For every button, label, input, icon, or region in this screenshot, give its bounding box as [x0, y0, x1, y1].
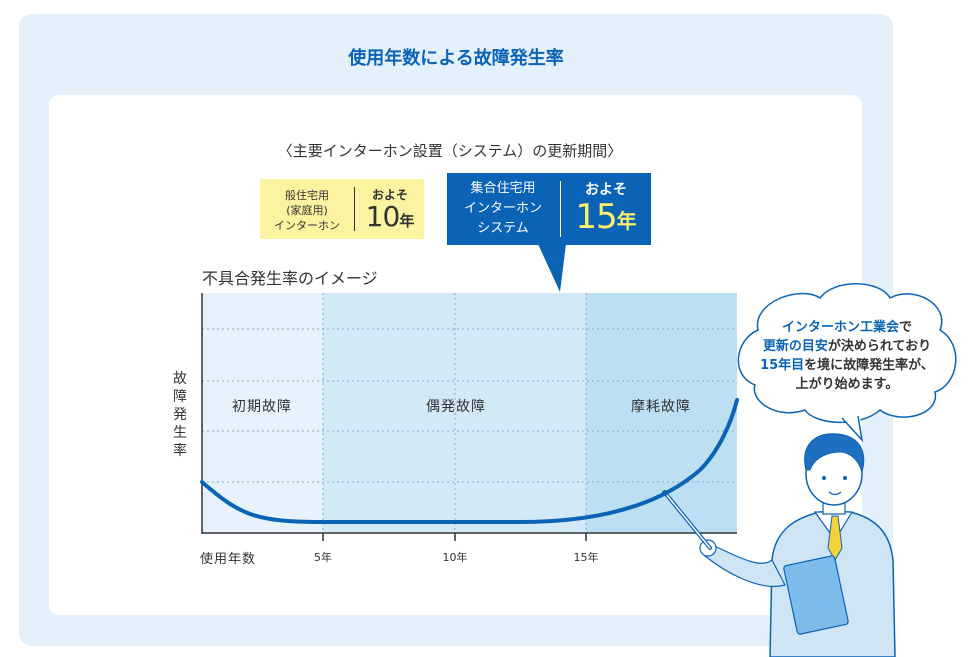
speech-bubble-text: インターホン工業会で 更新の目安が決められており 15年目を境に故障発生率が、 … — [760, 320, 934, 392]
region-label-initial: 初期故障 — [232, 399, 292, 415]
apartment-system-label: 集合住宅用 インターホン システム — [463, 181, 542, 236]
divider — [560, 181, 561, 237]
apartment-years: 15年 — [575, 197, 637, 237]
divider — [354, 187, 355, 231]
region-initial-bg — [202, 293, 323, 533]
general-approx: およそ — [371, 188, 408, 202]
x-axis-ticks — [322, 533, 587, 541]
callout-pointer — [538, 244, 566, 292]
chart-caption: 不具合発生率のイメージ — [202, 269, 378, 288]
x-tick-15: 15年 — [573, 551, 599, 564]
speech-bubble — [737, 283, 957, 443]
page-title: 使用年数による故障発生率 — [348, 48, 564, 69]
failure-rate-curve — [200, 398, 739, 524]
apartment-system-box: 集合住宅用 インターホン システム およそ 15年 — [447, 173, 651, 245]
general-house-box: 般住宅用 (家庭用) インターホン およそ 10年 — [260, 179, 424, 239]
grid-lines — [202, 328, 737, 483]
subtitle: 〈主要インターホン設置（システム）の更新期間〉 — [277, 142, 623, 160]
general-years: 10年 — [365, 200, 415, 233]
x-tick-5: 5年 — [314, 551, 332, 564]
x-axis-label: 使用年数 — [200, 552, 257, 567]
apartment-approx: およそ — [585, 182, 627, 198]
region-label-wearout: 摩耗故障 — [631, 399, 691, 415]
x-tick-10: 10年 — [442, 551, 468, 564]
general-house-label: 般住宅用 (家庭用) インターホン — [274, 189, 340, 232]
y-axis-label: 故 障 発 生 率 — [173, 371, 187, 459]
region-wearout-bg — [586, 293, 737, 533]
region-label-random: 偶発故障 — [426, 399, 486, 415]
region-dividers — [322, 293, 587, 533]
businessman-illustration — [662, 433, 896, 657]
